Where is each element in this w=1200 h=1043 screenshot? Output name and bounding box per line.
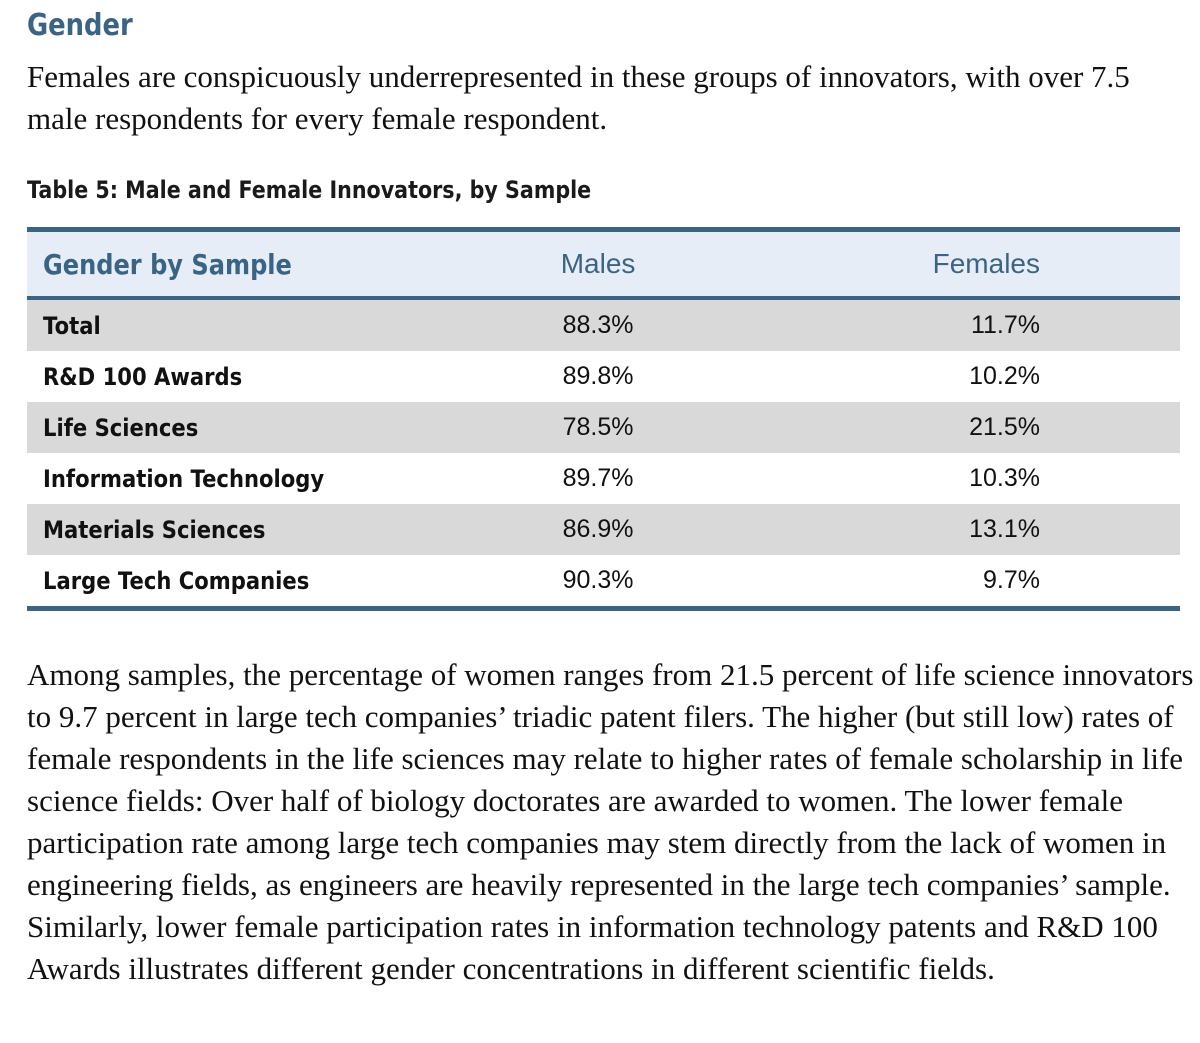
header-females: Females bbox=[932, 248, 1040, 279]
header-gender-by-sample: Gender by Sample bbox=[43, 247, 292, 281]
table-header-row: Gender by Sample Males Females bbox=[27, 229, 1180, 298]
row-label: Total bbox=[43, 311, 101, 340]
body-paragraph: Among samples, the percentage of women r… bbox=[27, 657, 1194, 986]
table-row: Large Tech Companies 90.3% 9.7% bbox=[27, 555, 1180, 609]
table-row: Information Technology 89.7% 10.3% bbox=[27, 453, 1180, 504]
section-heading: Gender bbox=[27, 8, 133, 43]
intro-paragraph: Females are conspicuously underrepresent… bbox=[27, 59, 1130, 136]
header-males: Males bbox=[560, 248, 636, 279]
males-value: 89.8% bbox=[562, 362, 634, 390]
males-value: 88.3% bbox=[562, 311, 634, 339]
males-value: 86.9% bbox=[562, 515, 634, 543]
table-row: Life Sciences 78.5% 21.5% bbox=[27, 402, 1180, 453]
males-value: 89.7% bbox=[562, 464, 634, 492]
females-value: 13.1% bbox=[969, 515, 1040, 543]
row-label: R&D 100 Awards bbox=[43, 362, 243, 391]
females-value: 10.2% bbox=[969, 362, 1040, 390]
table-row: Total 88.3% 11.7% bbox=[27, 298, 1180, 351]
gender-table: Gender by Sample Males Females Total 88.… bbox=[27, 227, 1180, 611]
table-row: R&D 100 Awards 89.8% 10.2% bbox=[27, 351, 1180, 402]
table-row: Materials Sciences 86.9% 13.1% bbox=[27, 504, 1180, 555]
males-value: 90.3% bbox=[562, 566, 634, 594]
row-label: Life Sciences bbox=[43, 413, 199, 442]
row-label: Materials Sciences bbox=[43, 515, 266, 544]
females-value: 9.7% bbox=[983, 566, 1040, 594]
females-value: 21.5% bbox=[969, 413, 1040, 441]
row-label: Large Tech Companies bbox=[43, 566, 310, 595]
males-value: 78.5% bbox=[562, 413, 634, 441]
row-label: Information Technology bbox=[43, 464, 325, 493]
table-caption: Table 5: Male and Female Innovators, by … bbox=[27, 176, 592, 204]
females-value: 11.7% bbox=[970, 311, 1040, 339]
females-value: 10.3% bbox=[969, 464, 1040, 492]
